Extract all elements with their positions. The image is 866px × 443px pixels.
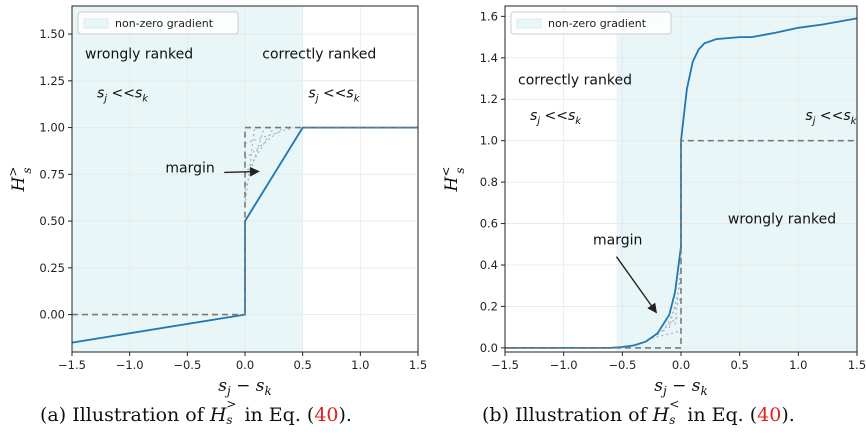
series-dashed-step — [505, 139, 857, 349]
legend-label: non-zero gradient — [115, 17, 214, 30]
x-tick-label: 1.0 — [789, 358, 807, 372]
y-tick-label: 1.50 — [39, 27, 65, 41]
caption-a-sub: s — [226, 413, 233, 427]
x-tick-label: −0.5 — [173, 358, 201, 372]
margin-hatch — [651, 330, 682, 339]
condition-right: sj <<sk — [308, 86, 360, 105]
margin-label: margin — [593, 232, 642, 248]
region-label-left: wrongly ranked — [85, 46, 193, 62]
caption-a-prefix: (a) Illustration of — [40, 404, 210, 426]
x-tick-label: 0.0 — [236, 358, 254, 372]
legend-box — [77, 11, 239, 35]
legend-swatch — [516, 18, 542, 29]
caption-b-suffix: ). — [781, 404, 795, 426]
x-tick-label: −1.5 — [491, 358, 519, 372]
y-tick-label: 1.4 — [480, 51, 498, 65]
legend-label: non-zero gradient — [548, 17, 647, 30]
y-tick-label: 0.00 — [39, 308, 65, 322]
margin-arrow — [224, 166, 260, 177]
caption-a-middle: in Eq. ( — [238, 404, 315, 426]
y-tick-label: 1.2 — [480, 92, 498, 106]
chart-panel-b: −1.5 −1.0 −0.5 0.0 0.5 1.0 1.5 0.0 0.2 0.4 0.6 0.8 1… — [439, 5, 866, 398]
legend-box — [510, 11, 672, 35]
x-tick-label: 0.0 — [672, 358, 690, 372]
margin-hatch — [674, 263, 682, 325]
y-tick-label: 1.00 — [39, 121, 65, 135]
y-tick-label: 0.50 — [39, 214, 65, 228]
x-tick-label: −1.0 — [550, 358, 578, 372]
caption-a-ref[interactable]: 40 — [314, 404, 339, 426]
x-tick-label: 1.0 — [351, 358, 369, 372]
y-tick-label: 0.25 — [39, 261, 65, 275]
condition-right: sj <<sk — [805, 108, 857, 127]
margin-hatch — [244, 127, 265, 191]
y-tick-label: 1.0 — [480, 134, 498, 148]
caption-b-prefix: (b) Illustration of — [482, 404, 653, 426]
y-tick-label: 0.6 — [480, 217, 498, 231]
y-axis-label: H>s — [6, 167, 34, 193]
margin-label: margin — [165, 160, 214, 176]
caption-a: (a) Illustration of H > s in Eq. (40). — [40, 397, 352, 427]
margin-hatch — [657, 313, 682, 336]
y-tick-label: 1.25 — [39, 74, 65, 88]
caption-a-symbol: H — [209, 404, 227, 426]
chart-panel-a: −1.5 −1.0 −0.5 0.0 0.5 1.0 1.5 0.00 0.25 0.50 0.75… — [6, 5, 427, 398]
region-label-left: correctly ranked — [518, 73, 632, 89]
legend-swatch — [83, 18, 109, 29]
margin-arrow — [615, 256, 657, 314]
x-axis-label: sj − sk — [218, 376, 272, 398]
series-solid-line — [505, 17, 858, 349]
y-tick-label: 0.0 — [480, 341, 498, 355]
margin-hatch — [244, 127, 284, 160]
legend: non-zero gradient — [510, 11, 672, 35]
x-tick-label: 1.5 — [409, 358, 427, 372]
margin-hatch — [244, 127, 256, 206]
y-tick-label: 1.6 — [480, 9, 498, 23]
caption-a-sup: > — [226, 397, 237, 411]
x-tick-label: −1.0 — [116, 358, 144, 372]
y-tick-label: 0.2 — [480, 299, 498, 313]
caption-b-middle: in Eq. ( — [681, 404, 758, 426]
x-tick-label: −0.5 — [608, 358, 636, 372]
x-tick-label: −1.5 — [58, 358, 86, 372]
y-tick-label: 0.4 — [480, 258, 498, 272]
condition-left: sj <<sk — [530, 108, 582, 127]
margin-hatch — [244, 126, 294, 144]
y-tick-label: 0.75 — [39, 167, 65, 181]
shaded-region — [616, 6, 857, 352]
region-label-right: correctly ranked — [262, 46, 376, 62]
x-tick-label: 1.5 — [848, 358, 866, 372]
x-axis-label: sj − sk — [654, 376, 708, 398]
caption-b-ref[interactable]: 40 — [757, 404, 782, 426]
margin-hatch — [662, 296, 682, 332]
caption-b-symbol: H — [652, 404, 670, 426]
caption-a-suffix: ). — [338, 404, 352, 426]
x-tick-label: 0.5 — [731, 358, 749, 372]
y-tick-label: 0.8 — [480, 175, 498, 189]
series-solid-line — [71, 126, 418, 344]
legend: non-zero gradient — [77, 11, 239, 35]
caption-b-sup: < — [669, 397, 680, 411]
x-tick-label: 0.5 — [294, 358, 312, 372]
y-axis-label: H<s — [439, 167, 467, 193]
region-label-right: wrongly ranked — [728, 212, 836, 228]
caption-b: (b) Illustration of H < s in Eq. (40). — [482, 397, 795, 427]
condition-left: sj <<sk — [97, 86, 149, 105]
caption-b-sub: s — [669, 413, 676, 427]
